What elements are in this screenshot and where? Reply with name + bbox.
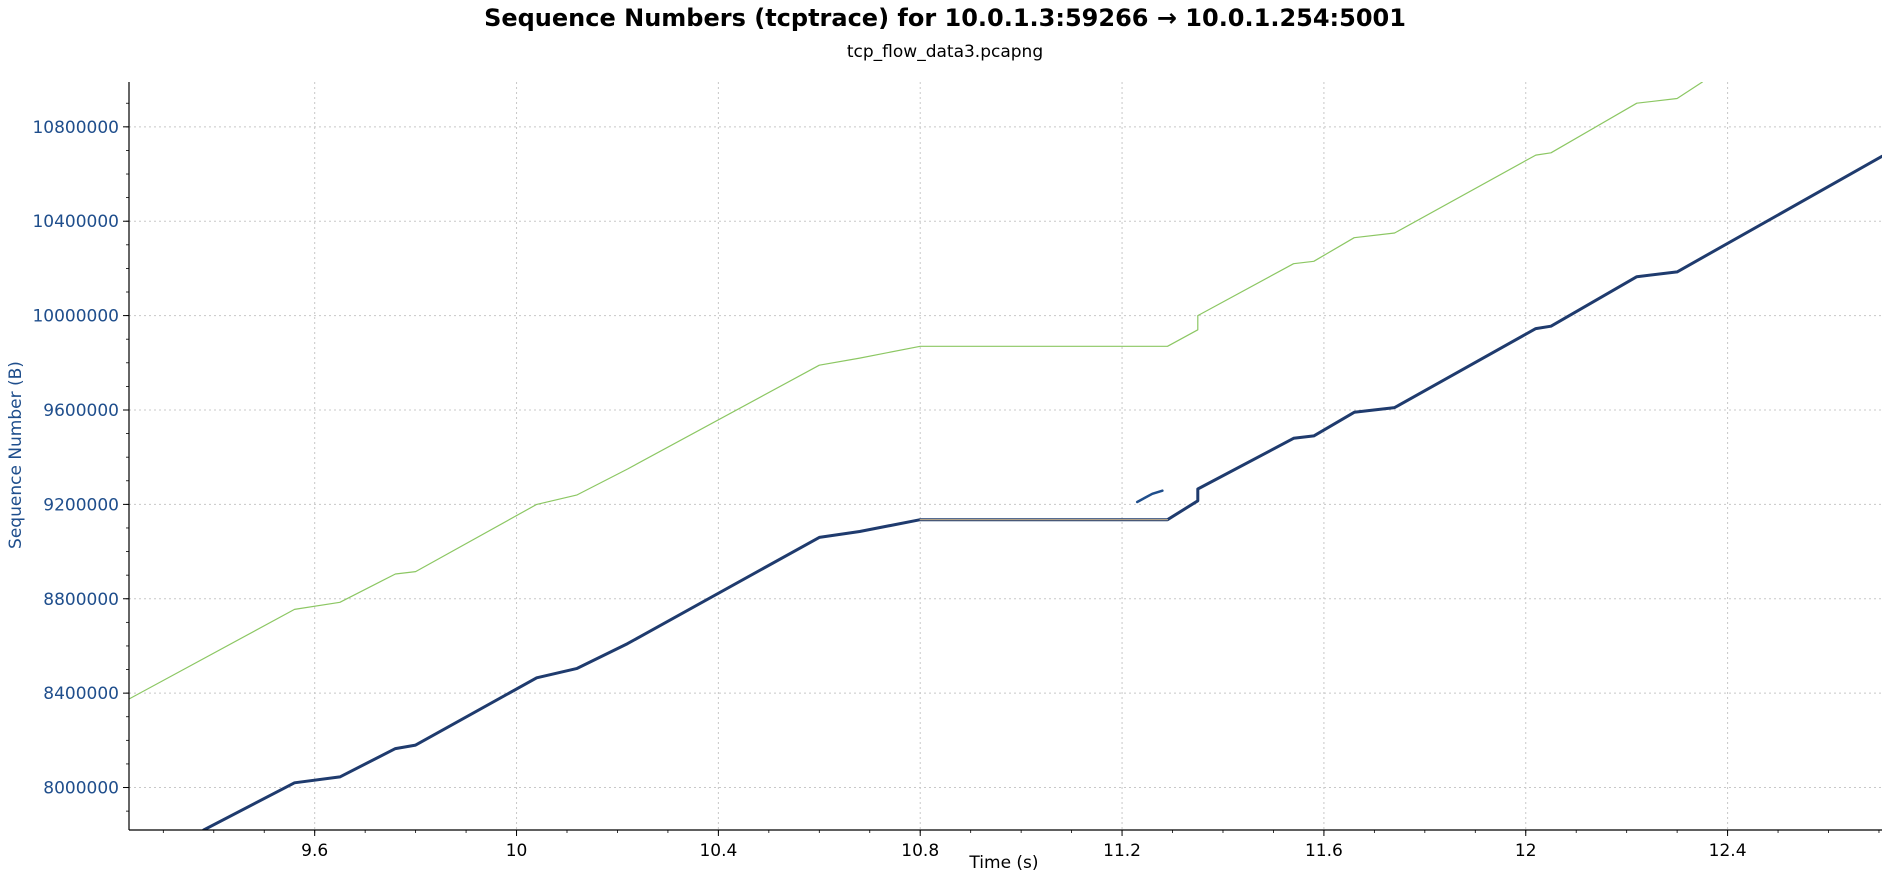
x-tick-label: 10 bbox=[506, 841, 528, 861]
series-sequence bbox=[202, 154, 1882, 830]
x-tick-label: 9.6 bbox=[301, 841, 328, 861]
y-tick-label: 9600000 bbox=[43, 401, 119, 421]
tick-labels: 9.6 10 10.4 10.8 11.2 11.6 12 12.4 8000000 840000… bbox=[32, 118, 1746, 861]
x-tick-label: 10.4 bbox=[699, 841, 737, 861]
axes bbox=[123, 82, 1882, 836]
y-tick-label: 9200000 bbox=[43, 495, 119, 515]
y-tick-label: 10400000 bbox=[32, 212, 119, 232]
y-tick-label: 10800000 bbox=[32, 118, 119, 138]
series-retransmit-segment bbox=[1135, 489, 1164, 504]
x-axis-label: Time (s) bbox=[968, 853, 1038, 873]
y-tick-label: 10000000 bbox=[32, 307, 119, 327]
series-receive-window bbox=[129, 82, 1704, 700]
y-tick-label: 8000000 bbox=[43, 779, 119, 799]
y-axis-label: Sequence Number (B) bbox=[6, 361, 26, 549]
x-tick-label: 11.6 bbox=[1305, 841, 1343, 861]
x-tick-label: 12.4 bbox=[1709, 841, 1747, 861]
x-tick-label: 11.2 bbox=[1103, 841, 1141, 861]
y-tick-label: 8800000 bbox=[43, 590, 119, 610]
y-tick-label: 8400000 bbox=[43, 684, 119, 704]
chart-subtitle: tcp_flow_data3.pcapng bbox=[846, 42, 1044, 62]
chart-title: Sequence Numbers (tcptrace) for 10.0.1.3… bbox=[484, 4, 1406, 32]
x-tick-label: 10.8 bbox=[901, 841, 939, 861]
series-layer bbox=[129, 82, 1882, 830]
x-tick-label: 12 bbox=[1515, 841, 1537, 861]
grid bbox=[129, 82, 1882, 830]
